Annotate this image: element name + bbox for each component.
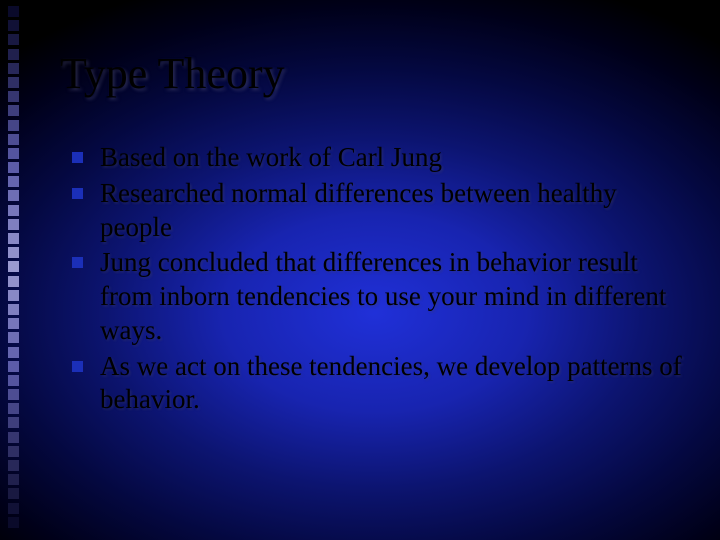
decoration-square xyxy=(8,261,19,272)
bullet-text: As we act on these tendencies, we develo… xyxy=(100,351,682,415)
decoration-square xyxy=(8,105,19,116)
decoration-square xyxy=(8,34,19,45)
decoration-square xyxy=(8,247,19,258)
decoration-square xyxy=(8,347,19,358)
bullet-marker-icon xyxy=(72,257,83,268)
bullet-item: Jung concluded that differences in behav… xyxy=(72,246,690,347)
bullet-item: Based on the work of Carl Jung xyxy=(72,141,690,175)
decoration-square xyxy=(8,148,19,159)
decoration-square xyxy=(8,488,19,499)
decoration-square xyxy=(8,233,19,244)
slide-title: Type Theory xyxy=(60,48,690,99)
decoration-square xyxy=(8,134,19,145)
decoration-square xyxy=(8,446,19,457)
decoration-square xyxy=(8,91,19,102)
slide: Type Theory Based on the work of Carl Ju… xyxy=(0,0,720,540)
decoration-square xyxy=(8,276,19,287)
decoration-square xyxy=(8,205,19,216)
decoration-square xyxy=(8,474,19,485)
bullet-marker-icon xyxy=(72,188,83,199)
decoration-square xyxy=(8,290,19,301)
decoration-square xyxy=(8,49,19,60)
decoration-square xyxy=(8,503,19,514)
decoration-square xyxy=(8,460,19,471)
decoration-square xyxy=(8,20,19,31)
decoration-square xyxy=(8,361,19,372)
decoration-square xyxy=(8,318,19,329)
decoration-square xyxy=(8,403,19,414)
decoration-square xyxy=(8,63,19,74)
bullet-marker-icon xyxy=(72,152,83,163)
bullet-text: Jung concluded that differences in behav… xyxy=(100,247,666,345)
decoration-square xyxy=(8,176,19,187)
bullet-item: Researched normal differences between he… xyxy=(72,177,690,245)
decoration-square xyxy=(8,432,19,443)
decoration-square xyxy=(8,389,19,400)
decoration-square xyxy=(8,120,19,131)
bullet-list: Based on the work of Carl Jung Researched… xyxy=(60,141,690,417)
bullet-marker-icon xyxy=(72,361,83,372)
decoration-square xyxy=(8,77,19,88)
decoration-square xyxy=(8,6,19,17)
decoration-square xyxy=(8,219,19,230)
decoration-square xyxy=(8,517,19,528)
decoration-square xyxy=(8,162,19,173)
decoration-square xyxy=(8,190,19,201)
bullet-text: Based on the work of Carl Jung xyxy=(100,142,442,172)
decoration-square xyxy=(8,375,19,386)
decoration-square xyxy=(8,304,19,315)
slide-content: Type Theory Based on the work of Carl Ju… xyxy=(60,48,690,419)
left-decoration-strip xyxy=(8,0,22,540)
decoration-square xyxy=(8,417,19,428)
bullet-item: As we act on these tendencies, we develo… xyxy=(72,350,690,418)
bullet-text: Researched normal differences between he… xyxy=(100,178,617,242)
decoration-square xyxy=(8,332,19,343)
